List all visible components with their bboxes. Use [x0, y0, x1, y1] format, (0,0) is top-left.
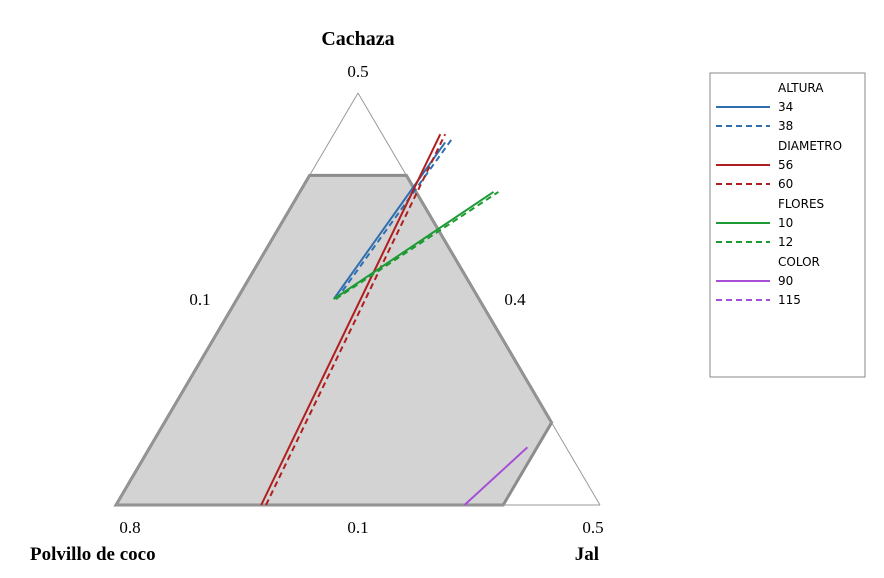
edge-tick-right: 0.4: [504, 290, 526, 309]
legend-level-label: 56: [778, 158, 793, 172]
legend-group-title: ALTURA: [778, 81, 824, 95]
legend-level-label: 115: [778, 293, 801, 307]
legend-level-label: 38: [778, 119, 793, 133]
legend-group-title: COLOR: [778, 255, 820, 269]
vertex-top-value: 0.5: [347, 62, 368, 81]
vertex-right-value: 0.5: [582, 518, 603, 537]
vertex-left-name: Polvillo de coco: [30, 544, 156, 565]
contour-flores-12: [335, 191, 499, 300]
contour-color-90: [463, 446, 529, 506]
vertex-top-name: Cachaza: [321, 28, 394, 50]
legend-box: [709, 72, 866, 378]
legend-level-label: 60: [778, 177, 793, 191]
contour-flores-10: [333, 191, 495, 300]
feasible-region: [113, 173, 554, 507]
contour-lines-layer: [260, 133, 529, 506]
vertex-right-name: Jal: [575, 544, 599, 565]
legend-group-title: FLORES: [778, 197, 824, 211]
legend-level-label: 90: [778, 274, 793, 288]
feasible-region-layer: [113, 173, 554, 507]
vertex-left-value: 0.8: [119, 518, 140, 537]
triangle-outline-layer: [115, 92, 601, 506]
contour-diametro-56: [260, 133, 442, 506]
legend: ALTURA 34 38 DIAMETRO 56 60 FLORES 10 12 COLOR 90 1…: [709, 72, 866, 378]
contour-diametro-60: [265, 133, 447, 506]
edge-tick-bottom: 0.1: [347, 518, 368, 537]
contour-altura-34: [332, 141, 446, 300]
edge-tick-left: 0.1: [189, 290, 210, 309]
legend-group-title: DIAMETRO: [778, 139, 842, 153]
contour-altura-38: [335, 137, 454, 300]
legend-level-label: 34: [778, 100, 793, 114]
triangle-edge-right: [357, 92, 601, 506]
triangle-edge-left: [115, 92, 359, 506]
legend-level-label: 10: [778, 216, 793, 230]
legend-level-label: 12: [778, 235, 793, 249]
